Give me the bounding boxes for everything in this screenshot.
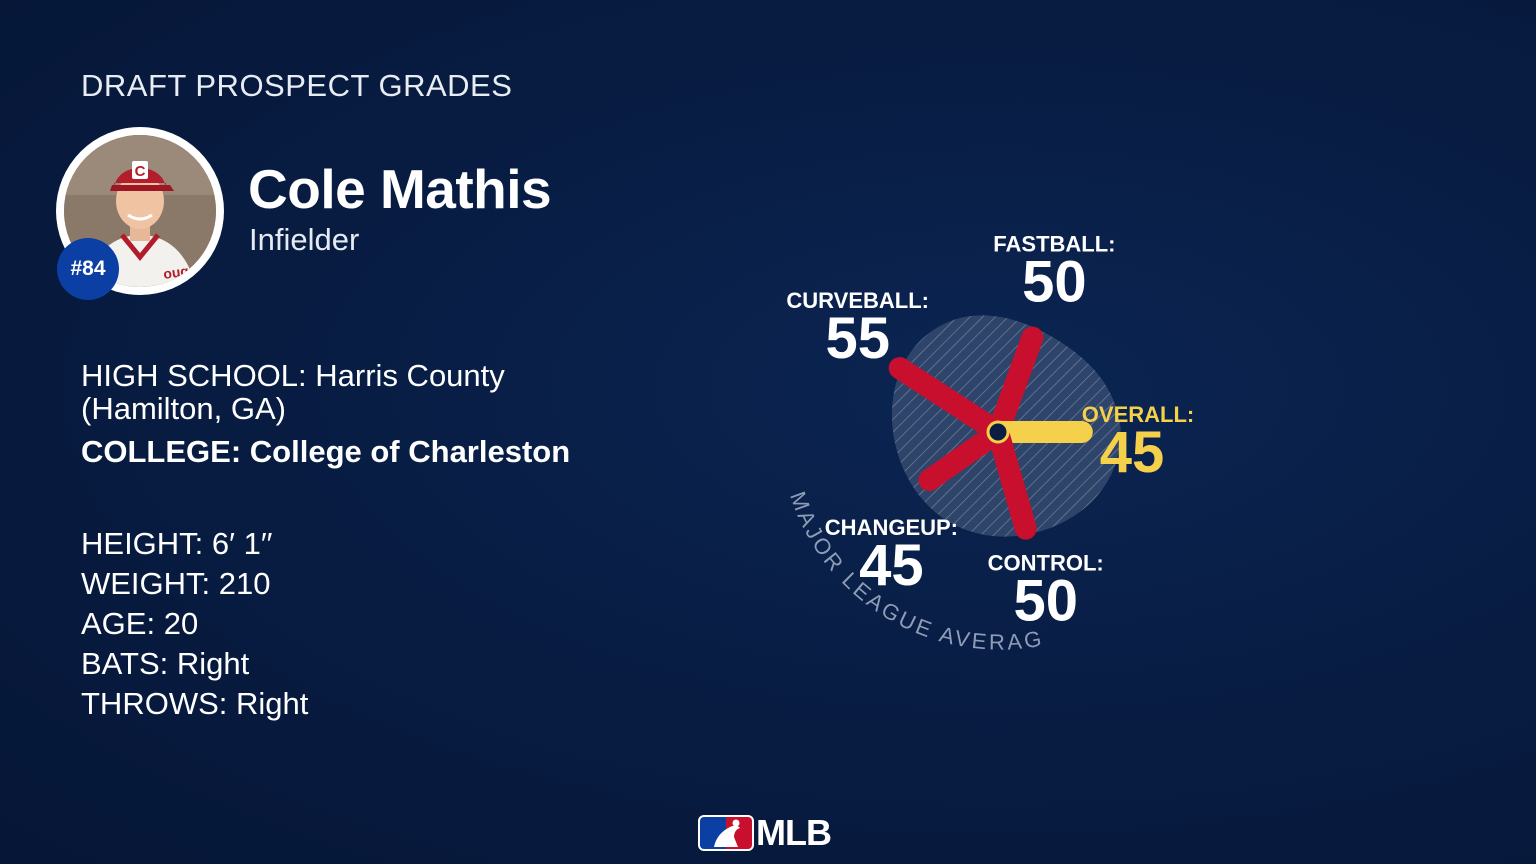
high-school-label: HIGH SCHOOL:: [81, 358, 307, 393]
stat-value: Right: [236, 686, 309, 721]
grade-value-control: 50: [1013, 569, 1078, 634]
svg-text:C: C: [135, 163, 146, 180]
stat-label: HEIGHT:: [81, 526, 204, 561]
grade-value-changeup: 45: [859, 533, 924, 598]
stat-throws: THROWS: Right: [81, 684, 308, 724]
grade-bar-control: [987, 421, 1037, 540]
stat-age: AGE: 20: [81, 604, 308, 644]
grade-value-overall: 45: [1100, 420, 1165, 485]
grade-value-curveball: 55: [825, 306, 890, 371]
grade-label-fastball: FASTBALL:: [993, 232, 1115, 257]
player-name: Cole Mathis: [248, 158, 552, 220]
mlb-logo-icon: [698, 815, 754, 851]
stat-value: Right: [176, 646, 250, 681]
stat-label: WEIGHT:: [81, 566, 211, 601]
jersey-number-badge: #84: [57, 238, 119, 300]
grade-bar-fastball: [987, 326, 1044, 443]
stat-weight: WEIGHT: 210: [81, 564, 308, 604]
college-info: COLLEGE: College of Charleston: [81, 434, 570, 470]
mlb-logo-text: MLB: [756, 812, 832, 853]
stat-height: HEIGHT: 6′ 1′′: [81, 524, 308, 564]
college-value: College of Charleston: [249, 434, 571, 469]
grade-label-curveball: CURVEBALL:: [786, 288, 929, 313]
player-stats: HEIGHT: 6′ 1′′ WEIGHT: 210 AGE: 20 BATS:…: [81, 524, 308, 724]
player-avatar: C ougar: [56, 127, 224, 295]
grades-radial-chart: MAJOR LEAGUE AVERAGE FASTBALL:50OVERALL:…: [650, 140, 1194, 655]
stat-label: BATS:: [81, 646, 169, 681]
stat-label: AGE:: [81, 606, 156, 641]
high-school-info: HIGH SCHOOL: Harris County (Hamilton, GA…: [81, 359, 601, 425]
grade-bars: [888, 326, 1093, 540]
grade-bar-curveball: [888, 357, 1009, 443]
stat-value: 20: [163, 606, 199, 641]
stat-label: THROWS:: [81, 686, 228, 721]
grade-bar-changeup: [918, 421, 1009, 491]
stat-value: 210: [218, 566, 271, 601]
chart-center-dot: [986, 420, 1010, 444]
mlb-logo: MLB: [698, 812, 832, 854]
grade-label-overall: OVERALL:: [1082, 402, 1194, 427]
stat-value: 6′ 1′′: [211, 526, 273, 561]
grade-value-fastball: 50: [1022, 250, 1087, 315]
page-title: DRAFT PROSPECT GRADES: [81, 68, 513, 103]
grade-label-changeup: CHANGEUP:: [825, 515, 958, 540]
grade-labels: FASTBALL:50OVERALL:45CONTROL:50CHANGEUP:…: [786, 232, 1194, 634]
player-position: Infielder: [249, 222, 360, 257]
high-school-value: Harris County (Hamilton, GA): [81, 358, 505, 426]
grade-label-control: CONTROL:: [988, 551, 1104, 576]
college-label: COLLEGE:: [81, 434, 242, 469]
stat-bats: BATS: Right: [81, 644, 308, 684]
